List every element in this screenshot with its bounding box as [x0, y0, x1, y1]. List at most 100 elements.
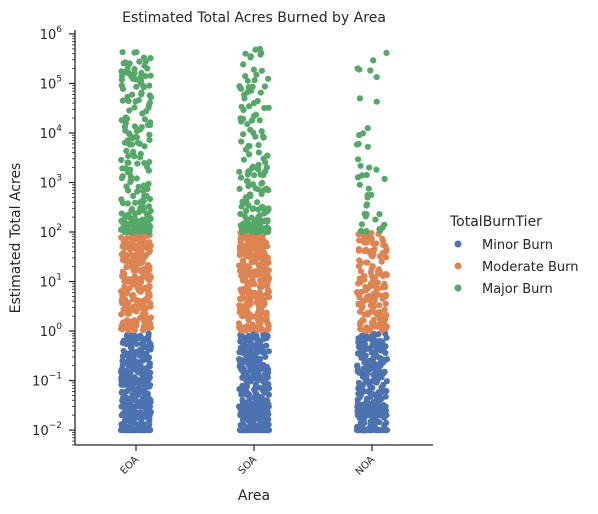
data-point [123, 240, 130, 247]
data-point [260, 416, 267, 423]
data-point [128, 344, 135, 351]
data-point [118, 156, 125, 164]
data-point [371, 290, 378, 297]
data-point [119, 165, 126, 172]
data-point [236, 83, 243, 90]
data-point [244, 77, 251, 84]
data-point [364, 143, 371, 150]
data-point [380, 294, 387, 301]
y-tick-label: 105 [40, 74, 62, 92]
data-point [365, 185, 372, 192]
data-point [356, 181, 363, 188]
data-point [243, 283, 251, 290]
data-point [135, 183, 142, 190]
data-point [360, 388, 367, 395]
data-point [130, 267, 137, 274]
data-point [130, 281, 137, 288]
data-point [255, 149, 262, 156]
data-point [258, 292, 265, 299]
data-point [258, 180, 265, 187]
data-point [360, 130, 367, 137]
data-point [246, 143, 253, 150]
data-point [252, 392, 259, 399]
data-point [252, 111, 259, 118]
data-point [125, 187, 132, 194]
data-point [373, 74, 380, 81]
data-point [376, 211, 383, 218]
data-point [118, 368, 125, 375]
data-point [145, 167, 152, 174]
data-point [240, 131, 247, 138]
data-point [366, 345, 373, 352]
data-point [247, 54, 254, 61]
data-point [240, 339, 247, 346]
data-point [133, 83, 140, 90]
data-point [368, 298, 375, 305]
data-point [381, 317, 388, 324]
data-point [377, 343, 384, 351]
y-tick-label: 10−2 [32, 421, 62, 439]
data-point [262, 259, 270, 267]
data-point [146, 415, 153, 422]
data-point [251, 280, 258, 288]
data-point [253, 349, 260, 356]
data-point [244, 121, 251, 128]
data-point [138, 226, 145, 233]
data-point [371, 375, 379, 382]
data-point [251, 172, 258, 179]
data-point [360, 317, 367, 324]
data-point [381, 175, 388, 182]
data-point [118, 322, 125, 329]
data-point [355, 140, 362, 148]
data-point [356, 66, 363, 73]
data-point [146, 131, 153, 138]
data-point [124, 310, 131, 317]
data-point [238, 103, 245, 110]
data-point [382, 283, 389, 291]
data-point [362, 336, 369, 344]
chart-title: Estimated Total Acres Burned by Area [122, 10, 386, 26]
data-point [238, 118, 245, 125]
data-point [125, 395, 132, 402]
data-point [248, 117, 255, 124]
data-point [253, 71, 260, 78]
data-point [378, 374, 385, 381]
x-tick-label: EOA [119, 454, 142, 477]
data-point [139, 202, 146, 209]
data-point [368, 308, 375, 315]
y-tick-label: 106 [40, 25, 63, 43]
data-point [256, 355, 264, 363]
data-point [260, 236, 267, 244]
data-point [374, 368, 381, 375]
data-point [243, 207, 250, 215]
data-point [239, 422, 246, 429]
data-point [126, 325, 133, 332]
data-point [250, 342, 258, 349]
data-point [121, 275, 128, 282]
legend-marker [454, 240, 462, 248]
data-point [125, 153, 132, 160]
data-point [137, 218, 145, 225]
data-point [264, 287, 272, 294]
data-point [357, 268, 365, 275]
data-point [236, 168, 243, 175]
data-point [129, 374, 136, 382]
data-point [262, 386, 269, 393]
data-point [252, 46, 259, 53]
data-point [135, 391, 142, 399]
data-point [128, 239, 135, 246]
data-point [249, 181, 257, 188]
data-point [260, 187, 267, 194]
data-point [372, 216, 379, 223]
data-point [131, 386, 138, 393]
data-point [245, 202, 252, 209]
data-point [240, 156, 247, 163]
y-tick-label: 100 [40, 322, 63, 340]
data-point [128, 217, 135, 224]
legend-marker [454, 262, 462, 270]
data-point [242, 247, 249, 254]
data-point [254, 251, 261, 258]
data-point [258, 204, 265, 211]
data-point [138, 124, 145, 131]
data-point [251, 423, 259, 430]
